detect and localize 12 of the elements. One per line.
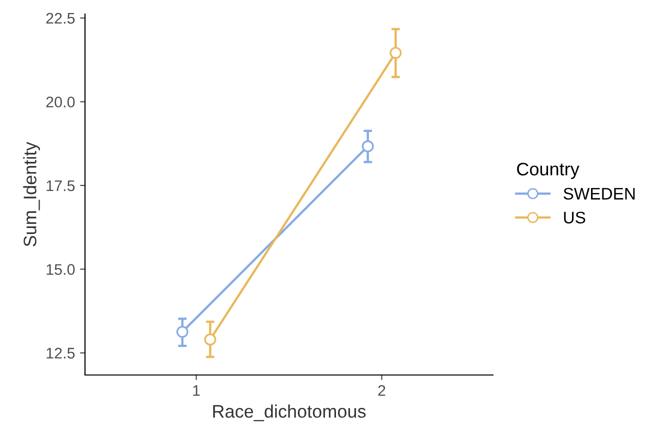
x-tick-label: 1 — [193, 385, 200, 396]
legend-title: Country — [517, 162, 580, 180]
y-tick-label: 22.5 — [46, 12, 75, 24]
x-tick-label: 2 — [378, 385, 386, 396]
y-tick-label: 20.0 — [46, 96, 75, 108]
legend-label: SWEDEN — [564, 188, 635, 200]
y-tick-label: 15.0 — [46, 264, 75, 275]
y-tick-label: 17.5 — [46, 180, 75, 192]
y-tick-label: 12.5 — [46, 348, 75, 359]
x-axis-title: Race_dichotomous — [213, 404, 366, 422]
legend-label: US — [564, 212, 586, 224]
y-axis-title: Sum_Identity — [23, 142, 40, 246]
